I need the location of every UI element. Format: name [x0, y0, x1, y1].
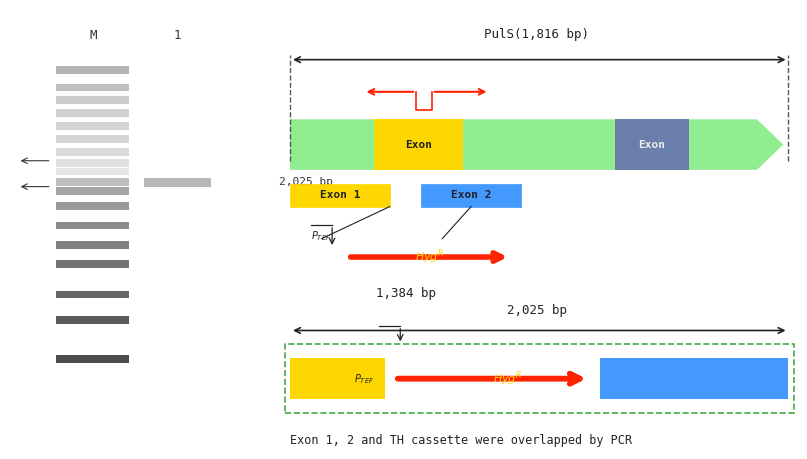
Bar	[56, 260, 129, 268]
Text: 2,025 bp: 2,025 bp	[507, 304, 567, 317]
Bar	[291, 358, 384, 399]
Text: Exon 1, 2 and TH cassette were overlapped by PCR: Exon 1, 2 and TH cassette were overlappe…	[291, 434, 632, 447]
Bar	[56, 148, 129, 156]
Text: 1: 1	[174, 29, 182, 42]
Bar	[56, 317, 129, 324]
Text: Exon 1: Exon 1	[320, 190, 360, 200]
Bar	[56, 159, 129, 167]
Bar	[56, 202, 129, 210]
Bar	[144, 178, 211, 187]
Bar	[56, 135, 129, 143]
Text: 1,384 bp: 1,384 bp	[375, 287, 436, 300]
Text: $P_{TEF}$: $P_{TEF}$	[312, 230, 332, 243]
Text: Exon: Exon	[638, 140, 666, 150]
Text: 2,025 bp: 2,025 bp	[279, 177, 333, 187]
Bar	[56, 84, 129, 91]
Bar	[56, 96, 129, 104]
Text: $Hyg^R$: $Hyg^R$	[493, 369, 522, 388]
Text: M: M	[89, 29, 97, 42]
Bar	[600, 358, 788, 399]
Bar	[56, 241, 129, 249]
Bar	[56, 179, 129, 186]
Bar	[56, 222, 129, 230]
Text: Exon: Exon	[405, 140, 432, 150]
Bar	[56, 187, 129, 195]
Bar	[56, 109, 129, 117]
Bar	[374, 119, 463, 170]
Text: PulS(1,816 bp): PulS(1,816 bp)	[484, 28, 589, 41]
Bar	[615, 119, 689, 170]
Text: $Hyg^R$: $Hyg^R$	[415, 248, 444, 266]
Bar	[56, 123, 129, 130]
Bar	[56, 355, 129, 363]
FancyArrow shape	[291, 119, 783, 170]
Bar	[421, 184, 521, 207]
Bar	[291, 184, 390, 207]
Bar	[56, 291, 129, 298]
Bar	[56, 66, 129, 74]
Text: Exon 2: Exon 2	[451, 190, 491, 200]
Text: $P_{TEF}$: $P_{TEF}$	[353, 372, 374, 386]
Bar	[56, 168, 129, 175]
